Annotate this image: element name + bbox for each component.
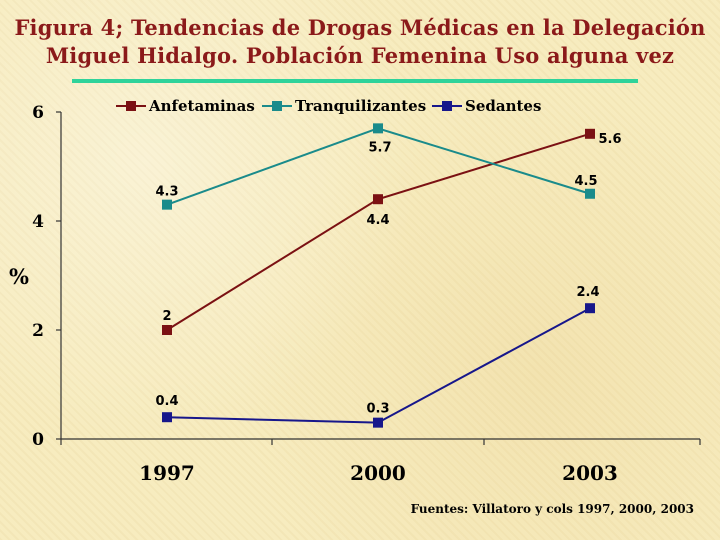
data-label: 5.7	[368, 140, 391, 155]
chart-title: Figura 4; Tendencias de Drogas Médicas e…	[0, 14, 720, 70]
data-point	[585, 303, 595, 314]
chart-title-line-1: Figura 4; Tendencias de Drogas Médicas e…	[14, 15, 706, 40]
series-tranquilizantes: 4.3 5.7 4.5	[155, 123, 598, 210]
data-point	[585, 128, 595, 139]
legend: Anfetaminas Tranquilizantes Sedantes	[116, 97, 541, 115]
legend-swatch-marker	[272, 101, 282, 111]
data-point	[162, 325, 172, 335]
data-point	[373, 194, 383, 205]
x-ticks: 1997 2000 2003	[60, 439, 701, 485]
legend-item-sedantes: Sedantes	[432, 97, 541, 115]
series-line	[166, 132, 591, 331]
series-anfetaminas: 2 4.4 5.6	[162, 128, 622, 335]
data-label: 2	[162, 309, 171, 324]
x-tick-label: 2003	[562, 461, 618, 485]
y-axis: 0 2 4 6	[32, 103, 62, 450]
y-tick-label: 6	[32, 103, 44, 123]
data-point	[585, 188, 595, 199]
y-ticks: 0 2 4 6	[32, 103, 61, 450]
chart-title-line-2: Miguel Hidalgo. Población Femenina Uso a…	[45, 43, 675, 68]
data-point	[373, 123, 383, 134]
y-tick-label: 2	[32, 321, 44, 341]
legend-label: Anfetaminas	[148, 97, 255, 115]
data-label: 4.4	[366, 213, 389, 228]
data-label: 2.4	[576, 285, 599, 300]
legend-label: Sedantes	[465, 97, 541, 115]
data-label: 0.3	[366, 402, 389, 417]
x-axis: 1997 2000 2003	[60, 438, 701, 485]
x-tick-label: 2000	[350, 461, 406, 485]
x-tick-label: 1997	[139, 461, 195, 485]
data-point	[162, 412, 172, 423]
data-point	[373, 417, 383, 428]
legend-label: Tranquilizantes	[295, 97, 426, 115]
data-label: 0.4	[155, 394, 178, 409]
y-tick-label: 0	[32, 430, 44, 450]
legend-item-anfetaminas: Anfetaminas	[116, 97, 255, 115]
series-group: 2 4.4 5.6 4.3 5.7 4.5 0.4 0.3 2.4	[155, 123, 622, 428]
title-underline	[72, 79, 638, 83]
source-note: Fuentes: Villatoro y cols 1997, 2000, 20…	[410, 502, 694, 516]
y-axis-label: %	[9, 264, 29, 289]
data-label: 4.5	[574, 174, 597, 189]
legend-item-tranquilizantes: Tranquilizantes	[262, 97, 426, 115]
data-point	[162, 199, 172, 210]
y-tick-label: 4	[32, 212, 44, 232]
legend-swatch-marker	[442, 101, 452, 111]
series-sedantes: 0.4 0.3 2.4	[155, 285, 600, 428]
legend-swatch-marker	[126, 101, 136, 111]
data-label: 4.3	[155, 185, 178, 200]
data-label: 5.6	[598, 132, 621, 147]
